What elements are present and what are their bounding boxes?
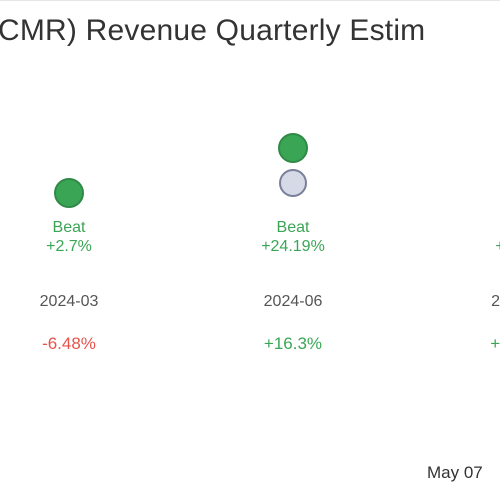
estimate-point-2024-06 [279, 169, 307, 197]
footer-date: May 07 [427, 463, 483, 482]
top-divider [0, 0, 500, 1]
quarter-label: 20 [491, 293, 500, 310]
quarter-label: 2024-06 [264, 293, 323, 310]
result-label: Beat [277, 219, 310, 236]
change-label: +8 [490, 334, 500, 353]
change-label: +16.3% [264, 334, 322, 353]
chart-title: CMR) Revenue Quarterly Estim [0, 14, 426, 47]
change-label: -6.48% [42, 334, 96, 353]
actual-point-2024-06 [278, 133, 308, 163]
surprise-label: +24.19% [261, 238, 325, 255]
result-label: Beat [53, 219, 86, 236]
surprise-label: +2.7% [46, 238, 92, 255]
actual-point-2024-03 [54, 178, 84, 208]
quarter-label: 2024-03 [40, 293, 99, 310]
surprise-label: + [495, 238, 500, 255]
